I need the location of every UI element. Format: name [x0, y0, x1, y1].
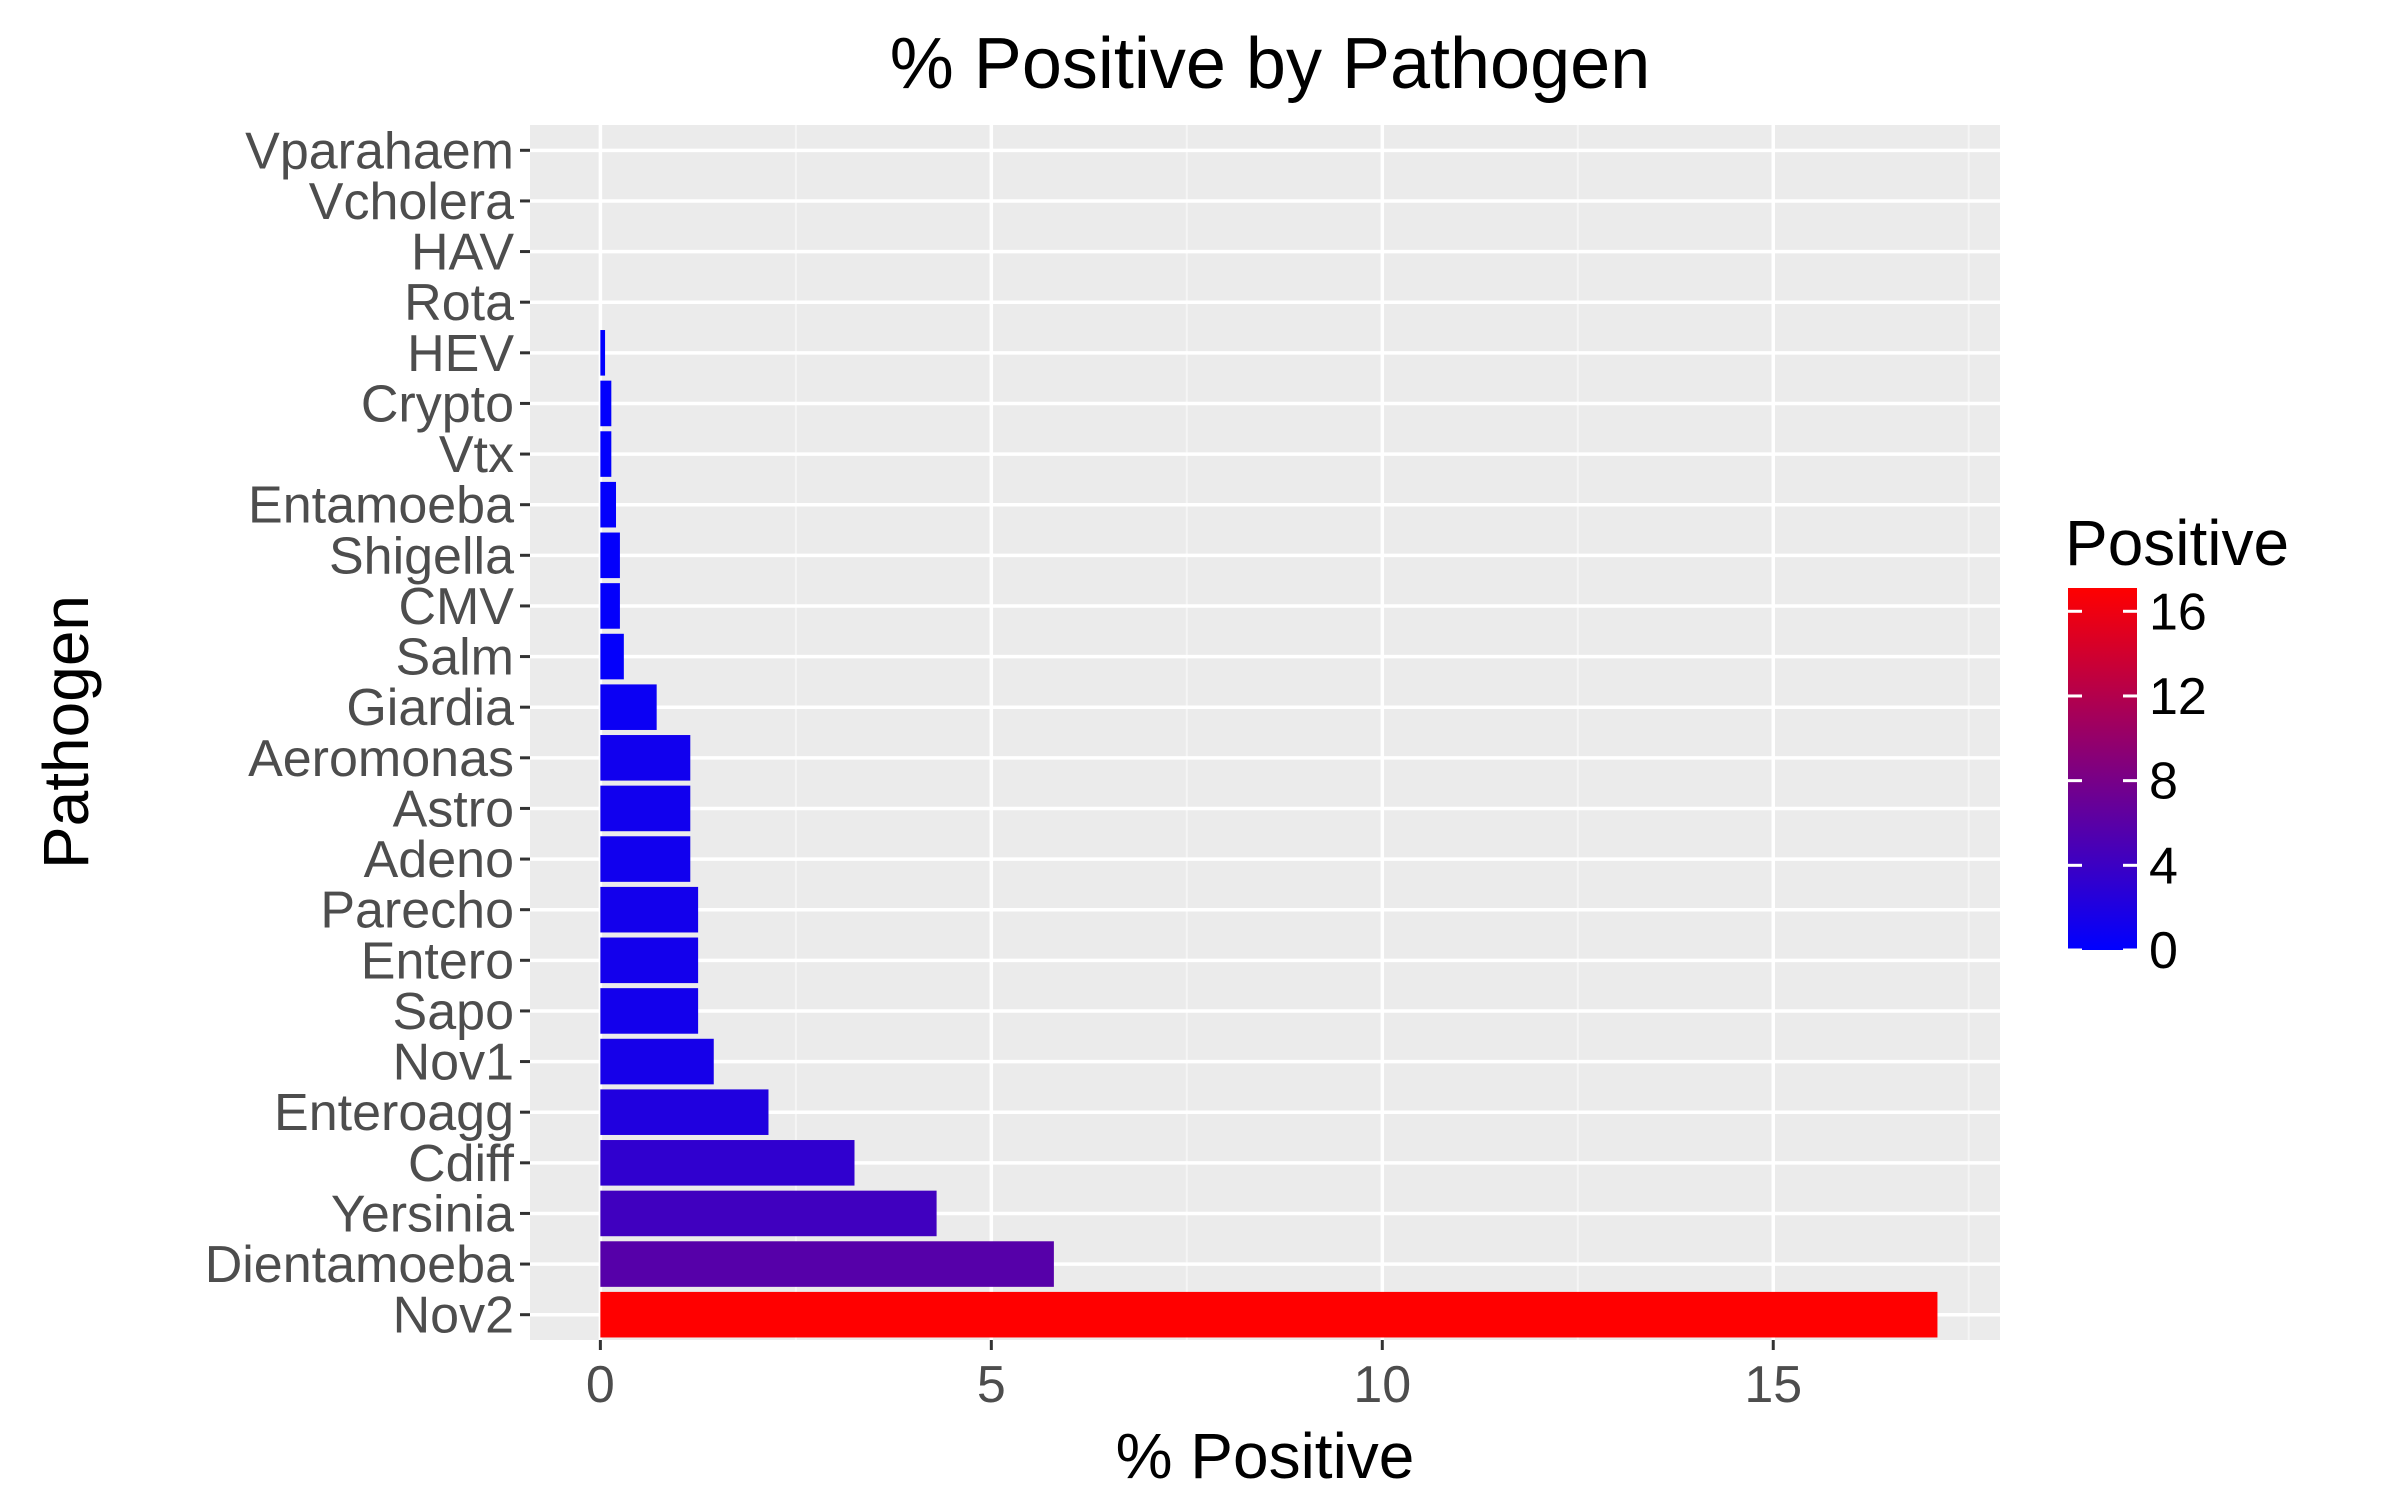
- legend-tick-label: 12: [2149, 668, 2207, 726]
- legend-tick-label: 16: [2149, 583, 2207, 641]
- bar-aeromonas: [600, 735, 691, 781]
- y-tick-label: Aeromonas: [248, 730, 514, 788]
- y-tick-label: Parecho: [320, 882, 514, 940]
- bars: [600, 330, 1938, 1338]
- chart-title: % Positive by Pathogen: [890, 24, 1650, 104]
- y-tick-label: Vtx: [439, 426, 514, 484]
- y-tick-label: Vcholera: [309, 173, 514, 231]
- bar-entero: [600, 937, 699, 984]
- y-tick-label: HEV: [407, 325, 514, 383]
- y-tick-label: Sapo: [393, 983, 514, 1041]
- bar-astro: [600, 785, 691, 832]
- y-tick-label: Dientamoeba: [205, 1236, 514, 1294]
- y-tick-label: Nov2: [393, 1287, 514, 1345]
- bar-nov2: [600, 1291, 1938, 1338]
- y-tick-label: Astro: [393, 780, 514, 838]
- bar-hev: [600, 330, 606, 376]
- bar-vtx: [600, 431, 612, 477]
- bar-shigella: [600, 532, 620, 579]
- y-tick-label: Nov1: [393, 1034, 514, 1092]
- x-tick-label: 5: [977, 1356, 1006, 1414]
- minor-gridlines: [794, 125, 1970, 1340]
- bar-entamoeba: [600, 481, 617, 528]
- bar-sapo: [600, 988, 699, 1034]
- y-tick-label: Cdiff: [408, 1135, 515, 1193]
- y-tick-label: Shigella: [329, 527, 514, 585]
- bar-crypto: [600, 380, 612, 427]
- legend-title: Positive: [2065, 507, 2289, 579]
- bar-dientamoeba: [600, 1241, 1054, 1287]
- x-tick-label: 10: [1353, 1356, 1411, 1414]
- plot-panel: [530, 125, 2000, 1340]
- x-tick-label: 0: [586, 1356, 615, 1414]
- y-tick-label: CMV: [398, 578, 514, 636]
- y-tick-label: Yersinia: [331, 1185, 514, 1243]
- y-tick-label: Entamoeba: [248, 477, 514, 535]
- legend-colorbar: [2068, 588, 2137, 950]
- bar-salm: [600, 633, 624, 680]
- y-tick-label: Giardia: [346, 679, 514, 737]
- x-tick-label: 15: [1744, 1356, 1802, 1414]
- y-tick-label: Rota: [404, 274, 514, 332]
- y-tick-label: Enteroagg: [274, 1084, 514, 1142]
- legend-tick-label: 4: [2149, 837, 2178, 895]
- y-tick-label: Entero: [361, 932, 514, 990]
- bar-cmv: [600, 583, 620, 629]
- y-tick-label: Salm: [396, 629, 514, 687]
- y-tick-label: Adeno: [364, 831, 514, 889]
- color-legend: Positive 0 4 8 12 16: [2065, 507, 2289, 980]
- bar-parecho: [600, 886, 699, 933]
- legend-ticks: 0 4 8 12 16: [2068, 583, 2207, 980]
- y-axis-label: Pathogen: [30, 595, 102, 869]
- x-axis-label: % Positive: [1116, 1420, 1415, 1492]
- bar-giardia: [600, 684, 657, 730]
- x-axis: 0 5 10 15: [586, 1340, 1802, 1414]
- bar-enteroagg: [600, 1089, 769, 1135]
- bar-nov1: [600, 1038, 714, 1085]
- y-axis: Nov2DientamoebaYersiniaCdiffEnteroaggNov…: [205, 122, 530, 1345]
- y-tick-label: Crypto: [361, 375, 514, 433]
- bar-cdiff: [600, 1140, 855, 1186]
- y-tick-label: HAV: [411, 224, 514, 282]
- y-tick-label: Vparahaem: [245, 122, 514, 180]
- legend-tick-label: 0: [2149, 922, 2178, 980]
- bar-adeno: [600, 836, 691, 882]
- bar-yersinia: [600, 1190, 937, 1237]
- legend-tick-label: 8: [2149, 753, 2178, 811]
